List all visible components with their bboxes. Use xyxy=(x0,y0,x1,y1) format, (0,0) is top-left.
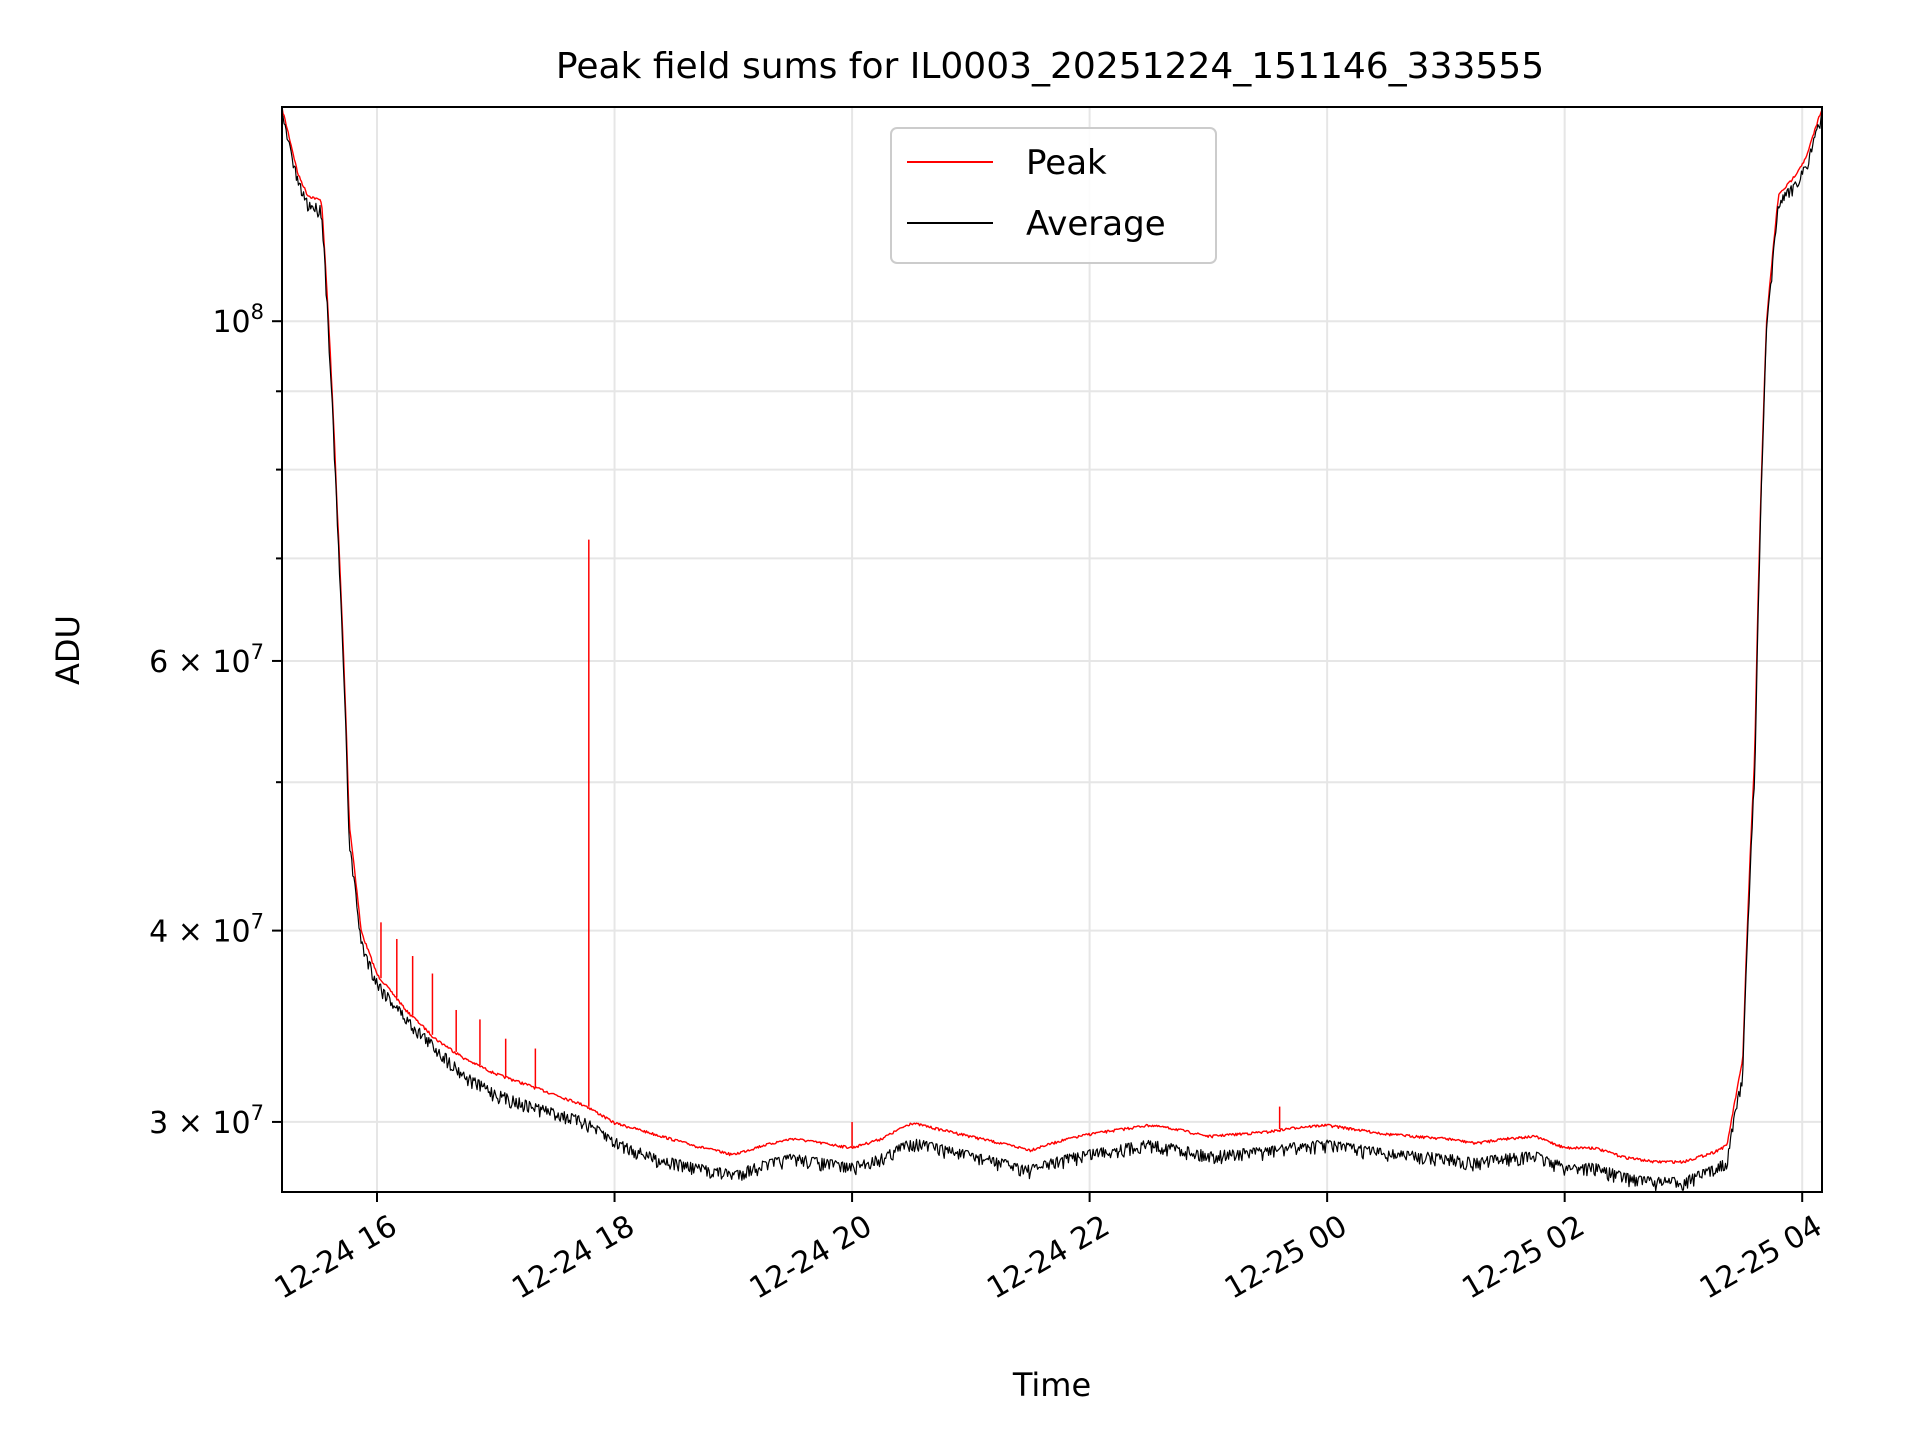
legend-label-peak: Peak xyxy=(1026,143,1107,183)
y-axis: 3 × 107 4 × 107 6 × 107 108 xyxy=(149,300,282,1141)
y-axis-label: ADU xyxy=(49,615,87,685)
legend-label-average: Average xyxy=(1026,204,1166,244)
chart-title: Peak field sums for IL0003_20251224_1511… xyxy=(556,46,1544,87)
x-axis-label: Time xyxy=(1012,1366,1091,1404)
legend: Peak Average xyxy=(890,127,1217,264)
y-tick-label: 108 xyxy=(212,300,264,340)
y-tick-label: 6 × 107 xyxy=(149,640,264,680)
series-line-peak xyxy=(281,106,1823,1164)
series-layer xyxy=(281,106,1823,1192)
y-tick-label: 3 × 107 xyxy=(149,1101,264,1141)
series-line-average xyxy=(281,111,1823,1192)
plot-frame xyxy=(281,106,1823,1193)
y-tick-label: 4 × 107 xyxy=(149,910,264,950)
grid-lines xyxy=(282,107,1822,1192)
